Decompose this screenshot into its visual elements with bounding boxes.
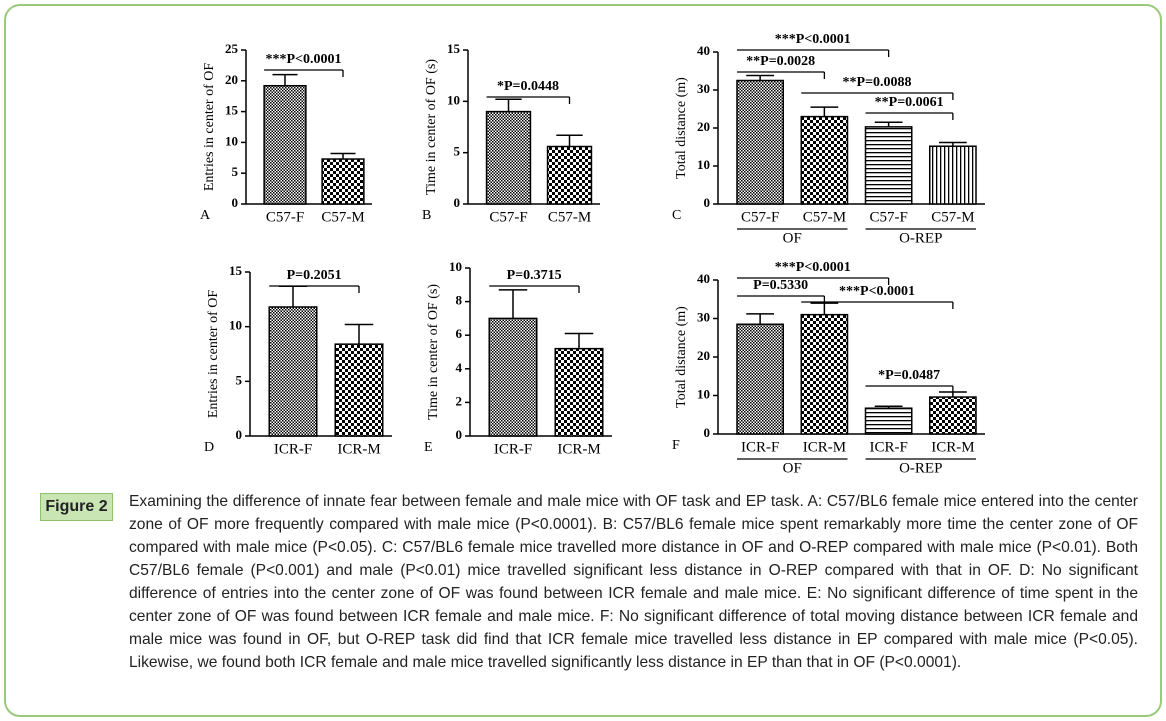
x-tick-label: ICR-M bbox=[803, 439, 846, 455]
y-tick-label: 25 bbox=[225, 41, 239, 56]
significance-label: **P=0.0088 bbox=[843, 75, 912, 90]
x-tick-label: C57-M bbox=[803, 209, 846, 225]
y-axis-label: Time in center of OF (s) bbox=[424, 59, 439, 195]
significance-label: P=0.5330 bbox=[753, 278, 808, 293]
y-tick-label: 15 bbox=[225, 103, 239, 118]
y-tick-label: 15 bbox=[447, 41, 461, 56]
group-label: O-REP bbox=[899, 230, 942, 246]
bar bbox=[554, 347, 604, 437]
significance-label: **P=0.0061 bbox=[875, 95, 944, 110]
y-axis-label: Time in center of OF (s) bbox=[426, 284, 441, 420]
significance-label: ***P<0.0001 bbox=[839, 284, 915, 299]
x-tick-label: ICR-M bbox=[557, 441, 600, 457]
x-tick-label: C57-F bbox=[266, 209, 304, 225]
y-tick-label: 30 bbox=[697, 309, 710, 324]
y-tick-label: 0 bbox=[704, 425, 711, 440]
significance-label: *P=0.0487 bbox=[878, 368, 940, 383]
bar bbox=[800, 313, 849, 435]
y-tick-label: 20 bbox=[697, 348, 710, 363]
y-tick-label: 4 bbox=[456, 360, 463, 375]
y-tick-label: 15 bbox=[229, 263, 243, 278]
bar bbox=[800, 115, 849, 205]
x-tick-label: C57-M bbox=[321, 209, 364, 225]
y-tick-label: 30 bbox=[697, 81, 710, 96]
bar bbox=[736, 323, 785, 435]
figure-label: Figure 2 bbox=[40, 493, 113, 521]
y-tick-label: 0 bbox=[232, 195, 239, 210]
panel-letter: A bbox=[200, 208, 211, 223]
y-tick-label: 40 bbox=[697, 271, 710, 286]
bar bbox=[864, 126, 913, 205]
panel-letter: C bbox=[672, 208, 681, 223]
y-tick-label: 0 bbox=[704, 195, 711, 210]
y-axis-label: Total distance (m) bbox=[674, 77, 689, 179]
panel-letter: E bbox=[424, 440, 433, 455]
y-tick-label: 10 bbox=[447, 92, 460, 107]
y-axis-label: Entries in center of OF bbox=[202, 63, 217, 192]
significance-label: **P=0.0028 bbox=[746, 54, 815, 69]
bar bbox=[321, 158, 365, 205]
x-tick-label: ICR-M bbox=[337, 441, 380, 457]
y-tick-label: 40 bbox=[697, 43, 710, 58]
y-tick-label: 10 bbox=[697, 157, 710, 172]
x-tick-label: C57-F bbox=[489, 209, 527, 225]
y-tick-label: 10 bbox=[225, 133, 238, 148]
significance-label: P=0.2051 bbox=[287, 268, 342, 283]
group-label: OF bbox=[783, 460, 802, 476]
x-tick-label: ICR-F bbox=[494, 441, 532, 457]
y-tick-label: 20 bbox=[225, 72, 238, 87]
y-tick-label: 10 bbox=[697, 386, 710, 401]
y-tick-label: 5 bbox=[232, 164, 239, 179]
significance-label: ***P<0.0001 bbox=[775, 32, 851, 47]
significance-label: *P=0.0448 bbox=[497, 79, 559, 94]
bar bbox=[864, 407, 913, 435]
panel-letter: B bbox=[422, 208, 431, 223]
significance-label: ***P<0.0001 bbox=[775, 260, 851, 275]
bar bbox=[928, 396, 977, 435]
significance-label: ***P<0.0001 bbox=[266, 52, 342, 67]
y-tick-label: 0 bbox=[456, 427, 463, 442]
bar bbox=[334, 343, 384, 437]
x-tick-label: ICR-F bbox=[274, 441, 312, 457]
y-axis-label: Total distance (m) bbox=[674, 306, 689, 408]
group-label: O-REP bbox=[899, 460, 942, 476]
bar bbox=[268, 306, 318, 437]
bar bbox=[736, 79, 785, 205]
x-tick-label: C57-M bbox=[548, 209, 591, 225]
bar bbox=[485, 110, 532, 205]
figure-caption: Examining the difference of innate fear … bbox=[129, 493, 1138, 671]
bar bbox=[928, 145, 977, 205]
x-tick-label: ICR-F bbox=[869, 439, 907, 455]
x-tick-label: C57-F bbox=[741, 209, 779, 225]
y-tick-label: 0 bbox=[236, 427, 243, 442]
y-axis-label: Entries in center of OF bbox=[206, 290, 221, 419]
x-tick-label: C57-F bbox=[869, 209, 907, 225]
significance-label: P=0.3715 bbox=[507, 268, 562, 283]
bar bbox=[263, 84, 307, 205]
bar bbox=[488, 317, 538, 437]
panel-letter: F bbox=[672, 438, 680, 453]
x-tick-label: C57-M bbox=[931, 209, 974, 225]
y-tick-label: 6 bbox=[456, 326, 463, 341]
y-tick-label: 8 bbox=[456, 293, 463, 308]
y-tick-label: 5 bbox=[454, 144, 461, 159]
figure-frame bbox=[4, 4, 1162, 717]
y-tick-label: 2 bbox=[456, 393, 463, 408]
y-tick-label: 5 bbox=[236, 372, 243, 387]
x-tick-label: ICR-F bbox=[741, 439, 779, 455]
y-tick-label: 10 bbox=[229, 318, 242, 333]
y-tick-label: 20 bbox=[697, 119, 710, 134]
bar bbox=[546, 145, 593, 205]
x-tick-label: ICR-M bbox=[931, 439, 974, 455]
group-label: OF bbox=[783, 230, 802, 246]
y-tick-label: 10 bbox=[449, 259, 462, 274]
panel-letter: D bbox=[204, 440, 214, 455]
y-tick-label: 0 bbox=[454, 195, 461, 210]
